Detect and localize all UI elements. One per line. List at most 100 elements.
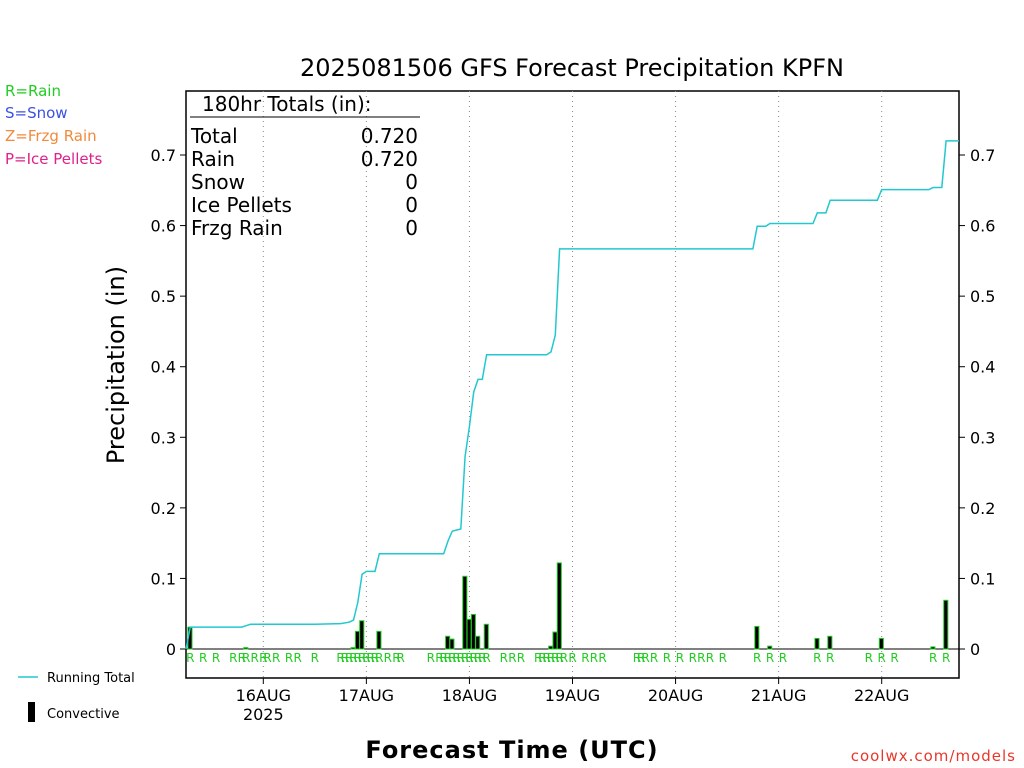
precip-type-mark: R <box>942 651 950 665</box>
x-tick-sublabel: 2025 <box>243 705 284 724</box>
precip-bar <box>548 645 554 650</box>
x-tick-label: 22AUG <box>854 686 909 705</box>
y-tick-label-left: 0.7 <box>151 146 176 165</box>
precip-type-mark: R <box>538 651 546 665</box>
precip-bar <box>354 630 360 650</box>
totals-box: 180hr Totals (in): Total 0.720 Rain 0.72… <box>190 92 420 240</box>
precip-type-mark: R <box>457 651 465 665</box>
precip-type-mark: R <box>890 651 898 665</box>
y-tick-label-left: 0.3 <box>151 428 176 447</box>
x-tick-label: 17AUG <box>339 686 394 705</box>
legend-ice-pellets: P=Ice Pellets <box>5 150 102 168</box>
precip-bar <box>470 613 476 650</box>
precip-type-mark: R <box>371 651 379 665</box>
credit-text: coolwx.com/models <box>851 747 1016 765</box>
precip-type-mark: R <box>676 651 684 665</box>
precip-type-mark: R <box>384 651 392 665</box>
precip-type-mark: R <box>706 651 714 665</box>
precip-type-mark: R <box>366 651 374 665</box>
precip-type-mark: R <box>650 651 658 665</box>
precip-type-mark: R <box>285 651 293 665</box>
totals-label-snow: Snow <box>191 170 245 194</box>
precip-type-mark: R <box>637 651 645 665</box>
precip-type-mark: R <box>229 651 237 665</box>
legend-snow: S=Snow <box>5 104 68 122</box>
y-tick-label-left: 0.1 <box>151 569 176 588</box>
x-tick-label: 19AUG <box>545 686 600 705</box>
precip-type-mark: R <box>461 651 469 665</box>
precip-type-mark: R <box>581 651 589 665</box>
precip-type-mark: R <box>392 651 400 665</box>
precip-type-mark: R <box>813 651 821 665</box>
y-ticks-left: 0 0.1 0.2 0.3 0.4 0.5 0.6 0.7 <box>151 146 186 659</box>
legend-frzg-rain: Z=Frzg Rain <box>5 127 97 145</box>
precip-type-mark: R <box>199 651 207 665</box>
precip-type-mark: R <box>517 651 525 665</box>
precip-bar <box>350 647 356 650</box>
precip-type-mark: R <box>311 651 319 665</box>
precip-type-mark: R <box>444 651 452 665</box>
totals-label-rain: Rain <box>191 147 235 171</box>
y-tick-label-right: 0 <box>970 640 980 659</box>
precip-bar <box>552 631 558 650</box>
precip-type-mark: R <box>560 651 568 665</box>
precip-type-mark: R <box>212 651 220 665</box>
precip-type-mark: R <box>547 651 555 665</box>
precip-type-mark: R <box>878 651 886 665</box>
vertical-grid <box>262 91 883 678</box>
precip-bar <box>376 630 382 650</box>
x-tick-label: 21AUG <box>751 686 806 705</box>
x-tick-label: 16AUG <box>236 686 291 705</box>
x-tick-label: 20AUG <box>648 686 703 705</box>
precip-type-mark: R <box>555 651 563 665</box>
convective-swatch <box>28 702 35 722</box>
precip-type-mark: R <box>766 651 774 665</box>
totals-value-ice-pellets: 0 <box>405 193 418 217</box>
precip-bar <box>930 646 936 650</box>
precip-type-mark: R <box>753 651 761 665</box>
running-total-line <box>185 140 959 650</box>
totals-header: 180hr Totals (in): <box>202 92 372 116</box>
precip-type-mark: R <box>362 651 370 665</box>
precip-type-mark: R <box>551 651 559 665</box>
precip-type-mark: R <box>929 651 937 665</box>
precip-type-mark: R <box>349 651 357 665</box>
precip-type-mark: R <box>452 651 460 665</box>
precip-type-mark: R <box>689 651 697 665</box>
running-total-label: Running Total <box>47 671 135 686</box>
precip-type-mark: R <box>375 651 383 665</box>
totals-value-frzg-rain: 0 <box>405 216 418 240</box>
precip-type-mark: R <box>439 651 447 665</box>
totals-value-snow: 0 <box>405 170 418 194</box>
precip-type-mark: R <box>474 651 482 665</box>
precip-bar <box>466 618 472 650</box>
precip-type-mark: R <box>354 651 362 665</box>
y-tick-label-left: 0.2 <box>151 499 176 518</box>
y-tick-label-right: 0.4 <box>970 358 995 377</box>
precip-type-mark: R <box>500 651 508 665</box>
x-tick-label: 18AUG <box>442 686 497 705</box>
precip-type-mark: R <box>826 651 834 665</box>
precip-type-mark: R <box>345 651 353 665</box>
precip-type-mark: R <box>397 651 405 665</box>
y-axis-title: Precipitation (in) <box>102 266 130 464</box>
y-tick-label-left: 0.5 <box>151 287 176 306</box>
precip-type-mark: R <box>293 651 301 665</box>
precip-type-mark: R <box>341 651 349 665</box>
precip-type-mark: R <box>508 651 516 665</box>
precip-type-mark: R <box>336 651 344 665</box>
precip-type-mark: R <box>358 651 366 665</box>
y-tick-label-left: 0.4 <box>151 358 176 377</box>
precip-type-mark: R <box>779 651 787 665</box>
precip-type-mark: R <box>263 651 271 665</box>
precip-bar <box>462 575 468 650</box>
precip-type-mark: R <box>719 651 727 665</box>
precip-type-mark: R <box>478 651 486 665</box>
precip-type-mark: R <box>435 651 443 665</box>
y-tick-label-right: 0.7 <box>970 146 995 165</box>
totals-value-rain: 0.720 <box>361 147 418 171</box>
precip-type-mark: R <box>427 651 435 665</box>
precip-type-mark: R <box>448 651 456 665</box>
